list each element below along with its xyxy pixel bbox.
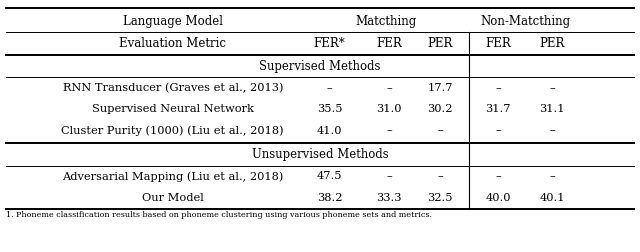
Text: –: –	[550, 83, 555, 93]
Text: 17.7: 17.7	[428, 83, 453, 93]
Text: Supervised Neural Network: Supervised Neural Network	[92, 104, 253, 114]
Text: Matcthing: Matcthing	[356, 15, 417, 28]
Text: –: –	[327, 83, 332, 93]
Text: –: –	[387, 83, 392, 93]
Text: 40.1: 40.1	[540, 193, 565, 203]
Text: –: –	[387, 171, 392, 181]
Text: 30.2: 30.2	[428, 104, 453, 114]
Text: Cluster Purity (1000) (Liu et al., 2018): Cluster Purity (1000) (Liu et al., 2018)	[61, 125, 284, 136]
Text: 40.0: 40.0	[485, 193, 511, 203]
Text: –: –	[550, 171, 555, 181]
Text: 31.7: 31.7	[485, 104, 511, 114]
Text: 32.5: 32.5	[428, 193, 453, 203]
Text: –: –	[495, 125, 500, 136]
Text: FER: FER	[376, 37, 402, 50]
Text: Evaluation Metric: Evaluation Metric	[119, 37, 227, 50]
Text: –: –	[495, 83, 500, 93]
Text: Adversarial Mapping (Liu et al., 2018): Adversarial Mapping (Liu et al., 2018)	[62, 171, 284, 182]
Text: 31.1: 31.1	[540, 104, 565, 114]
Text: FER*: FER*	[314, 37, 346, 50]
Text: Non-Matcthing: Non-Matcthing	[480, 15, 570, 28]
Text: 41.0: 41.0	[317, 125, 342, 136]
Text: 35.5: 35.5	[317, 104, 342, 114]
Text: 47.5: 47.5	[317, 171, 342, 181]
Text: –: –	[387, 125, 392, 136]
Text: Our Model: Our Model	[142, 193, 204, 203]
Text: 33.3: 33.3	[376, 193, 402, 203]
Text: Language Model: Language Model	[123, 15, 223, 28]
Text: PER: PER	[428, 37, 453, 50]
Text: Supervised Methods: Supervised Methods	[259, 60, 381, 73]
Text: 31.0: 31.0	[376, 104, 402, 114]
Text: –: –	[438, 171, 443, 181]
Text: –: –	[550, 125, 555, 136]
Text: –: –	[495, 171, 500, 181]
Text: FER: FER	[485, 37, 511, 50]
Text: Unsupervised Methods: Unsupervised Methods	[252, 148, 388, 162]
Text: –: –	[438, 125, 443, 136]
Text: 1. Phoneme classification results based on phoneme clustering using various phon: 1. Phoneme classification results based …	[6, 211, 433, 219]
Text: 38.2: 38.2	[317, 193, 342, 203]
Text: PER: PER	[540, 37, 565, 50]
Text: RNN Transducer (Graves et al., 2013): RNN Transducer (Graves et al., 2013)	[63, 83, 283, 93]
